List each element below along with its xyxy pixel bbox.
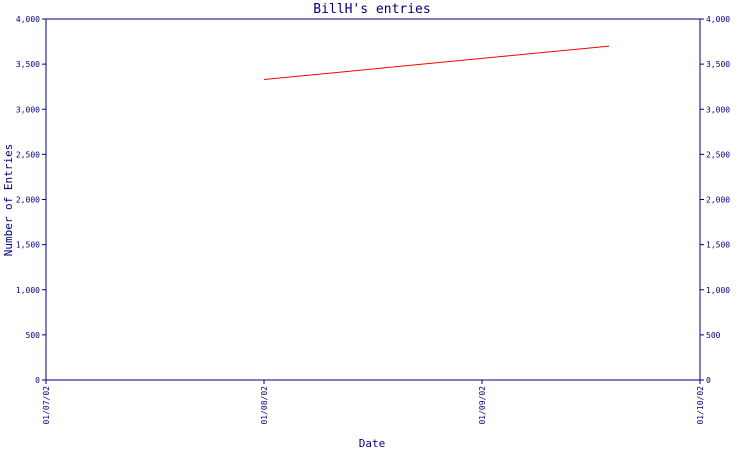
y-tick-label-right: 3,000 [706,105,730,114]
y-tick-label-right: 0 [706,376,711,385]
y-axis-left: 0 500 1,000 1,500 2,000 2,500 3,000 3,500 4,000 [16,15,46,385]
chart-title: BillH's entries [313,2,430,17]
y-tick-label-left: 4,000 [16,15,40,24]
series-group [263,45,610,80]
y-tick-label-left: 500 [26,331,41,340]
y-tick-label-left: 0 [35,376,40,385]
y-tick-label-right: 2,000 [706,196,730,205]
y-tick-label-right: 500 [706,331,721,340]
y-tick-label-right: 1,000 [706,286,730,295]
y-tick-label-left: 1,000 [16,286,40,295]
plot-area-frame [45,18,701,381]
y-axis-label: Number of Entries [2,144,15,257]
y-tick-label-right: 2,500 [706,150,730,159]
x-tick-label: 01/08/02 [260,386,269,425]
y-tick-label-left: 2,000 [16,196,40,205]
y-tick-label-left: 3,000 [16,105,40,114]
x-axis: 01/07/02 01/08/02 01/09/02 01/10/02 [42,380,705,425]
x-tick-label: 01/07/02 [42,386,51,425]
x-tick-label: 01/09/02 [478,386,487,425]
x-tick-label: 01/10/02 [696,386,705,425]
series-line [263,45,610,80]
y-tick-label-left: 2,500 [16,150,40,159]
y-tick-label-right: 1,500 [706,241,730,250]
x-axis-label: Date [359,437,386,450]
y-tick-label-right: 4,000 [706,15,730,24]
y-axis-right: 0 500 1,000 1,500 2,000 2,500 3,000 3,500 4,000 [700,15,730,385]
y-tick-label-left: 1,500 [16,241,40,250]
y-tick-label-left: 3,500 [16,60,40,69]
y-tick-label-right: 3,500 [706,60,730,69]
